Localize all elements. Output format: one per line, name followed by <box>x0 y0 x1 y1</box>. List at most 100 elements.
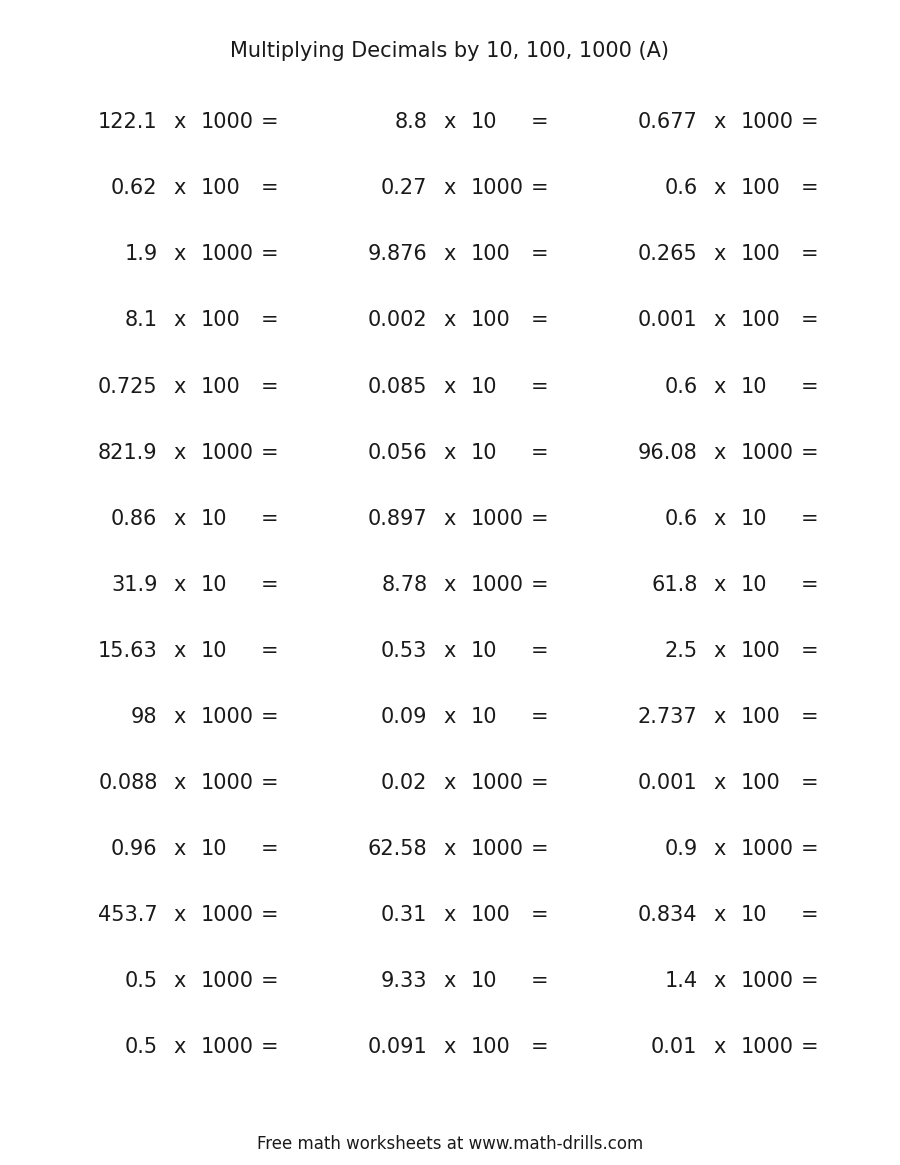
Text: 2.737: 2.737 <box>638 707 698 727</box>
Text: 100: 100 <box>201 376 240 396</box>
Text: x: x <box>444 443 456 463</box>
Text: 100: 100 <box>741 641 780 661</box>
Text: x: x <box>444 112 456 133</box>
Text: =: = <box>531 905 549 925</box>
Text: =: = <box>801 112 819 133</box>
Text: 0.09: 0.09 <box>381 707 428 727</box>
Text: x: x <box>714 839 726 859</box>
Text: =: = <box>801 641 819 661</box>
Text: x: x <box>444 574 456 594</box>
Text: Multiplying Decimals by 10, 100, 1000 (A): Multiplying Decimals by 10, 100, 1000 (A… <box>230 41 670 61</box>
Text: =: = <box>801 245 819 264</box>
Text: 0.01: 0.01 <box>651 1037 698 1057</box>
Text: x: x <box>444 509 456 529</box>
Text: 1000: 1000 <box>471 574 524 594</box>
Text: =: = <box>801 376 819 396</box>
Text: =: = <box>261 178 279 198</box>
Text: 96.08: 96.08 <box>638 443 698 463</box>
Text: 1000: 1000 <box>201 772 254 793</box>
Text: x: x <box>174 509 186 529</box>
Text: x: x <box>714 972 726 991</box>
Text: x: x <box>444 772 456 793</box>
Text: 0.002: 0.002 <box>368 311 428 331</box>
Text: =: = <box>261 112 279 133</box>
Text: =: = <box>531 376 549 396</box>
Text: 1000: 1000 <box>471 509 524 529</box>
Text: 1000: 1000 <box>201 707 254 727</box>
Text: =: = <box>801 772 819 793</box>
Text: =: = <box>531 972 549 991</box>
Text: 0.96: 0.96 <box>111 839 158 859</box>
Text: =: = <box>261 707 279 727</box>
Text: 1.9: 1.9 <box>124 245 158 264</box>
Text: x: x <box>174 443 186 463</box>
Text: 0.085: 0.085 <box>368 376 428 396</box>
Text: 10: 10 <box>201 641 227 661</box>
Text: =: = <box>801 707 819 727</box>
Text: 1000: 1000 <box>741 443 794 463</box>
Text: 0.677: 0.677 <box>638 112 698 133</box>
Text: 0.725: 0.725 <box>98 376 158 396</box>
Text: x: x <box>714 245 726 264</box>
Text: =: = <box>801 905 819 925</box>
Text: x: x <box>714 443 726 463</box>
Text: 8.1: 8.1 <box>124 311 158 331</box>
Text: 100: 100 <box>741 245 780 264</box>
Text: 0.056: 0.056 <box>368 443 428 463</box>
Text: 8.78: 8.78 <box>382 574 427 594</box>
Text: 10: 10 <box>201 839 227 859</box>
Text: =: = <box>531 772 549 793</box>
Text: =: = <box>531 245 549 264</box>
Text: x: x <box>714 905 726 925</box>
Text: 0.5: 0.5 <box>124 972 158 991</box>
Text: 0.53: 0.53 <box>381 641 428 661</box>
Text: x: x <box>174 376 186 396</box>
Text: 0.001: 0.001 <box>638 772 698 793</box>
Text: 100: 100 <box>201 178 240 198</box>
Text: x: x <box>174 772 186 793</box>
Text: 1000: 1000 <box>201 443 254 463</box>
Text: x: x <box>174 905 186 925</box>
Text: 1000: 1000 <box>201 905 254 925</box>
Text: 10: 10 <box>471 641 497 661</box>
Text: 8.8: 8.8 <box>394 112 428 133</box>
Text: 10: 10 <box>741 574 767 594</box>
Text: 0.02: 0.02 <box>381 772 428 793</box>
Text: =: = <box>531 839 549 859</box>
Text: 100: 100 <box>471 1037 510 1057</box>
Text: 10: 10 <box>471 443 497 463</box>
Text: 15.63: 15.63 <box>98 641 158 661</box>
Text: =: = <box>261 376 279 396</box>
Text: x: x <box>714 1037 726 1057</box>
Text: x: x <box>444 641 456 661</box>
Text: 100: 100 <box>741 311 780 331</box>
Text: =: = <box>261 311 279 331</box>
Text: 2.5: 2.5 <box>664 641 698 661</box>
Text: =: = <box>261 574 279 594</box>
Text: x: x <box>174 112 186 133</box>
Text: =: = <box>261 772 279 793</box>
Text: 10: 10 <box>741 905 767 925</box>
Text: =: = <box>531 574 549 594</box>
Text: 1000: 1000 <box>471 839 524 859</box>
Text: x: x <box>174 1037 186 1057</box>
Text: x: x <box>444 311 456 331</box>
Text: 0.091: 0.091 <box>368 1037 428 1057</box>
Text: =: = <box>801 443 819 463</box>
Text: 0.6: 0.6 <box>664 376 698 396</box>
Text: 1000: 1000 <box>201 972 254 991</box>
Text: 0.5: 0.5 <box>124 1037 158 1057</box>
Text: =: = <box>801 178 819 198</box>
Text: 98: 98 <box>131 707 158 727</box>
Text: x: x <box>174 641 186 661</box>
Text: x: x <box>444 1037 456 1057</box>
Text: 0.6: 0.6 <box>664 178 698 198</box>
Text: =: = <box>531 311 549 331</box>
Text: 10: 10 <box>471 707 497 727</box>
Text: 0.897: 0.897 <box>368 509 428 529</box>
Text: 62.58: 62.58 <box>368 839 428 859</box>
Text: =: = <box>261 443 279 463</box>
Text: x: x <box>174 178 186 198</box>
Text: x: x <box>714 376 726 396</box>
Text: =: = <box>261 905 279 925</box>
